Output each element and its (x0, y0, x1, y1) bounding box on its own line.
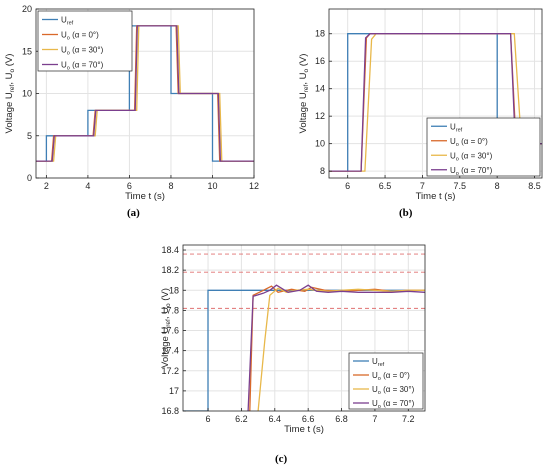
x-tick-label: 8 (168, 181, 173, 191)
y-tick-label: 16.8 (161, 406, 179, 416)
legend-label-0: Uref (61, 16, 74, 27)
x-tick-label: 6.5 (379, 181, 392, 191)
caption-c: (c) (275, 453, 288, 465)
caption-a: (a) (127, 207, 140, 219)
x-tick-label: 6.2 (235, 414, 248, 424)
legend-label-2: Uo (α = 30°) (61, 46, 104, 57)
series-line-2 (257, 287, 425, 411)
x-tick-label: 6 (206, 414, 211, 424)
y-tick-label: 18.2 (161, 265, 179, 275)
legend-label-3: Uo (α = 70°) (61, 61, 104, 72)
y-tick-label: 17.8 (161, 305, 179, 315)
x-axis-label: Time t (s) (416, 191, 456, 202)
legend-label-2: Uo (α = 30°) (372, 385, 415, 396)
y-axis-label: Voltage Uref, Uo (V) (4, 54, 16, 134)
y-tick-label: 16 (315, 56, 325, 66)
legend-label-1: Uo (α = 0°) (450, 137, 488, 148)
legend-label-0: Uref (372, 357, 385, 368)
x-tick-label: 4 (85, 181, 90, 191)
y-tick-label: 5 (27, 131, 32, 141)
axes-frame (182, 244, 426, 412)
y-tick-label: 0 (27, 173, 32, 183)
y-tick-label: 10 (315, 139, 325, 149)
y-tick-label: 14 (315, 84, 325, 94)
x-axis-label: Time t (s) (284, 424, 324, 435)
x-tick-label: 2 (44, 181, 49, 191)
chart-0: 2 4 6 8 10 12 0 5 10 15 20 Time t (s) Voltage Uref, … (4, 4, 259, 202)
y-tick-label: 15 (22, 46, 32, 56)
y-tick-label: 18 (169, 285, 179, 295)
y-tick-label: 12 (315, 111, 325, 121)
caption-b: (b) (399, 207, 413, 219)
legend-label-3: Uo (α = 70°) (372, 399, 415, 410)
y-axis-label: Voltage Uref, Uo (V) (160, 288, 172, 368)
y-tick-label: 17 (169, 386, 179, 396)
chart-1: 6 6.5 7 7.5 8 8.5 8 10 12 14 16 18 Time t (s) Voltage… (298, 8, 543, 202)
y-tick-label: 18.4 (161, 245, 179, 255)
legend-box (348, 352, 424, 410)
x-tick-label: 8.5 (528, 181, 541, 191)
legend-label-0: Uref (450, 122, 463, 133)
x-tick-label: 6.4 (269, 414, 282, 424)
x-tick-label: 6.6 (302, 414, 315, 424)
legend-label-1: Uo (α = 0°) (61, 31, 99, 42)
y-tick-label: 20 (22, 4, 32, 14)
y-axis-label: Voltage Uref, Uo (V) (298, 54, 310, 134)
x-tick-label: 10 (207, 181, 217, 191)
legend: Uref Uo (α = 0°) Uo (α = 30°) Uo (α = 70°) (37, 10, 133, 72)
x-tick-label: 8 (495, 181, 500, 191)
x-tick-label: 7 (420, 181, 425, 191)
legend-label-3: Uo (α = 70°) (450, 166, 493, 177)
x-tick-label: 12 (249, 181, 259, 191)
x-tick-label: 7.5 (454, 181, 467, 191)
series-line-2 (36, 25, 254, 162)
y-tick-label: 17.4 (161, 346, 179, 356)
x-tick-label: 6.8 (335, 414, 348, 424)
axes-frame (328, 8, 543, 179)
x-axis-label: Time t (s) (125, 191, 165, 202)
y-tick-label: 10 (22, 89, 32, 99)
x-tick-label: 7 (372, 414, 377, 424)
x-tick-label: 6 (127, 181, 132, 191)
series-group (183, 284, 425, 411)
series-line-3 (36, 25, 254, 162)
y-tick-label: 18 (315, 29, 325, 39)
y-tick-label: 8 (320, 166, 325, 176)
y-tick-label: 17.2 (161, 366, 179, 376)
chart-2: 6 6.2 6.4 6.6 6.8 7 7.2 16.8 17 17.2 17.4 17.6 17.8 1… (160, 244, 426, 435)
legend-label-1: Uo (α = 0°) (372, 371, 410, 382)
legend-box (37, 10, 133, 72)
series-line-3 (247, 284, 425, 411)
legend-box (426, 117, 541, 177)
y-tick-label: 17.6 (161, 326, 179, 336)
legend: Uref Uo (α = 0°) Uo (α = 30°) Uo (α = 70°) (348, 352, 424, 410)
x-tick-label: 6 (345, 181, 350, 191)
legend: Uref Uo (α = 0°) Uo (α = 30°) Uo (α = 70°) (426, 117, 541, 177)
x-tick-label: 7.2 (402, 414, 415, 424)
legend-label-2: Uo (α = 30°) (450, 151, 493, 162)
